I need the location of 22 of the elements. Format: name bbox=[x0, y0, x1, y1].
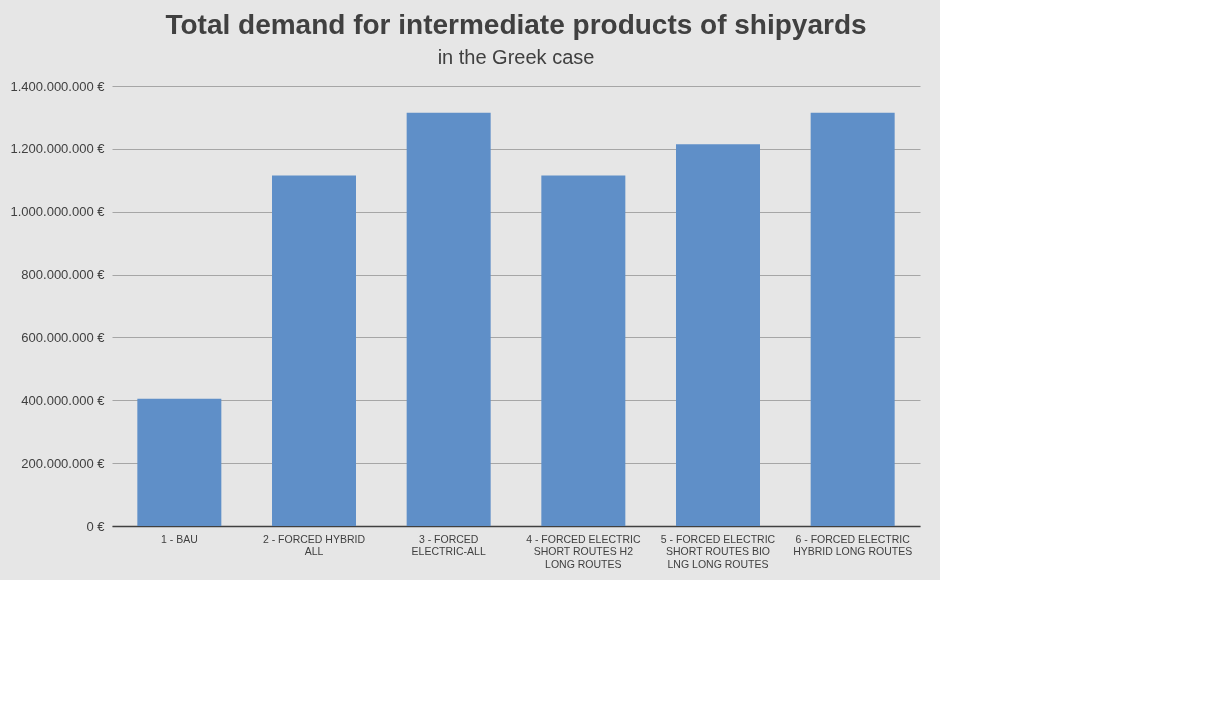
x-tick-label: 2 - FORCED HYBRID ALL bbox=[262, 532, 366, 557]
chart-subtitle: in the Greek case bbox=[437, 46, 595, 68]
y-tick-label: 600.000.000 € bbox=[21, 329, 106, 345]
x-tick-label: 4 - FORCED ELECTRIC SHORT ROUTES H2 LONG ROUTES bbox=[526, 532, 641, 570]
y-tick-label: 1.000.000.000 € bbox=[10, 204, 106, 220]
bar bbox=[272, 175, 356, 526]
x-tick-label: 1 - BAU bbox=[160, 532, 198, 545]
bar bbox=[541, 175, 626, 526]
bar bbox=[406, 112, 491, 526]
bar bbox=[810, 112, 895, 526]
x-tick-label: 3 - FORCED ELECTRIC-ALL bbox=[411, 532, 486, 557]
y-tick-label: 1.200.000.000 € bbox=[10, 141, 106, 157]
y-tick-label: 1.400.000.000 € bbox=[10, 78, 106, 94]
y-tick-label: 200.000.000 € bbox=[21, 455, 106, 471]
x-tick-label: 5 - FORCED ELECTRIC SHORT ROUTES BIO LNG LONG ROUTES bbox=[660, 532, 776, 570]
bar bbox=[676, 144, 760, 526]
y-tick-label: 0 € bbox=[86, 518, 106, 534]
y-tick-label: 400.000.000 € bbox=[21, 392, 106, 408]
x-tick-label: 6 - FORCED ELECTRIC HYBRID LONG ROUTES bbox=[793, 532, 913, 557]
y-tick-label: 800.000.000 € bbox=[21, 267, 106, 283]
chart-title: Total demand for intermediate products of shipyards bbox=[165, 9, 867, 40]
bar bbox=[137, 398, 222, 526]
